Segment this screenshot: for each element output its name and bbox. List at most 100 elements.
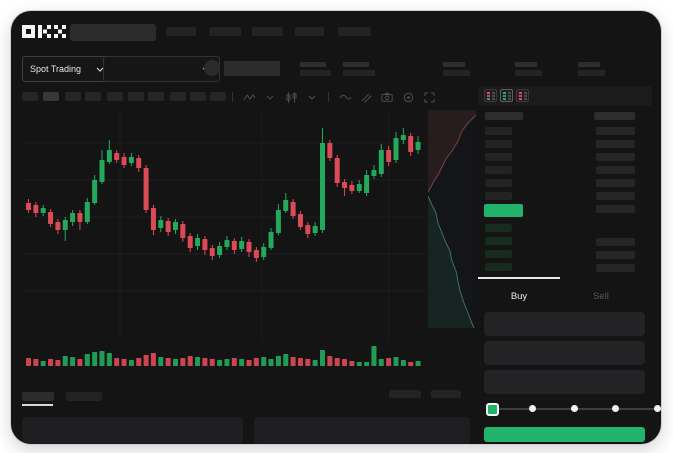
toggle-bar — [507, 98, 511, 100]
orderbook-size-row[interactable] — [596, 166, 635, 174]
depth-chart — [428, 110, 476, 328]
tab-sell[interactable]: Sell — [593, 291, 609, 302]
stat-value-placeholder — [343, 70, 375, 76]
chevron-down-icon[interactable] — [263, 91, 277, 103]
stat-value-placeholder — [578, 70, 605, 76]
last-price-highlight[interactable] — [484, 204, 523, 217]
timeframe-button[interactable] — [170, 92, 186, 101]
search-bar-placeholder[interactable] — [70, 24, 156, 41]
bid-price-row[interactable] — [485, 237, 512, 245]
nav-item-placeholder[interactable] — [338, 27, 371, 36]
bid-price-row[interactable] — [485, 224, 512, 232]
stat-value-placeholder — [300, 70, 331, 76]
orderbook-size-row[interactable] — [596, 153, 635, 161]
depth-panel — [428, 110, 476, 328]
toggle-bar — [507, 95, 511, 97]
stat-label-placeholder — [300, 62, 326, 67]
chevron-down-icon[interactable] — [305, 91, 319, 103]
chart-tools — [230, 91, 436, 103]
okx-logo[interactable] — [22, 25, 66, 38]
orderbook-col-header — [594, 112, 635, 120]
ask-price-row[interactable] — [485, 140, 512, 148]
order-price-field[interactable] — [484, 312, 645, 336]
market-type-selector[interactable]: Spot Trading — [22, 56, 112, 82]
timeframe-button[interactable] — [43, 92, 59, 101]
ask-price-row[interactable] — [485, 127, 512, 135]
toggle-bar — [523, 92, 527, 94]
orderbook-size-row[interactable] — [596, 264, 635, 272]
volume-chart[interactable] — [22, 341, 426, 367]
toggle-bar — [491, 92, 495, 94]
nav-item-placeholder[interactable] — [252, 27, 283, 36]
timeframe-button[interactable] — [148, 92, 164, 101]
active-tab-indicator — [478, 277, 560, 279]
amount-percent-slider[interactable] — [478, 401, 661, 417]
bottom-action-placeholder[interactable] — [431, 390, 461, 398]
bottom-tab-history[interactable] — [66, 392, 102, 401]
orderbook-col-header — [485, 112, 523, 120]
orderbook-size-row[interactable] — [596, 192, 635, 200]
toggle-bar — [518, 98, 522, 100]
app-window: Spot Trading — [11, 11, 661, 444]
timeframe-button[interactable] — [85, 92, 101, 101]
bid-price-row[interactable] — [485, 250, 512, 258]
toggle-bar — [491, 95, 495, 97]
slider-stop[interactable] — [570, 405, 578, 412]
orderbook-size-row[interactable] — [596, 251, 635, 259]
ask-price-row[interactable] — [485, 166, 512, 174]
toggle-bar — [502, 98, 506, 100]
orderbook-size-row[interactable] — [596, 179, 635, 187]
stat-label-placeholder — [515, 62, 537, 67]
ask-price-row[interactable] — [485, 153, 512, 161]
nav-item-placeholder[interactable] — [295, 27, 324, 36]
slider-stop[interactable] — [612, 405, 619, 412]
ask-price-row[interactable] — [485, 179, 512, 187]
orderbook-size-row[interactable] — [596, 238, 635, 246]
timeframe-button[interactable] — [210, 92, 226, 101]
order-total-field[interactable] — [484, 370, 645, 394]
line-wave-icon[interactable] — [338, 91, 352, 103]
orderbook-layout-toggle[interactable] — [500, 89, 513, 102]
candle-style-icon[interactable] — [284, 91, 298, 103]
buy-submit-button[interactable] — [484, 427, 645, 442]
timeframe-button[interactable] — [128, 92, 144, 101]
toggle-bar — [518, 95, 522, 97]
orderbook-size-row[interactable] — [596, 127, 635, 135]
toggle-bar — [486, 95, 490, 97]
bottom-action-placeholder[interactable] — [389, 390, 421, 398]
stat-value-placeholder — [515, 70, 542, 76]
order-amount-field[interactable] — [484, 341, 645, 365]
slider-stop[interactable] — [529, 405, 536, 412]
ask-price-row[interactable] — [485, 192, 512, 200]
orderbook-layout-toggle[interactable] — [484, 89, 497, 102]
candlestick-chart[interactable] — [22, 111, 426, 341]
timeframe-button[interactable] — [107, 92, 123, 101]
toggle-bar — [486, 92, 490, 94]
slider-stop[interactable] — [653, 405, 661, 412]
market-type-label: Spot Trading — [30, 64, 82, 74]
nav-item-placeholder[interactable] — [166, 27, 196, 36]
tab-buy[interactable]: Buy — [510, 291, 528, 302]
slider-handle[interactable] — [486, 403, 499, 416]
bid-price-row[interactable] — [485, 263, 512, 271]
stat-value-placeholder — [443, 70, 470, 76]
camera-icon[interactable] — [380, 91, 394, 103]
timeframe-button[interactable] — [22, 92, 38, 101]
instrument-dropdown[interactable] — [103, 56, 220, 82]
toggle-bar — [491, 98, 495, 100]
chevron-down-icon — [96, 67, 104, 72]
fullscreen-icon[interactable] — [422, 91, 436, 103]
bottom-panel-right — [254, 417, 470, 444]
indicator-zigzag-icon[interactable] — [242, 91, 256, 103]
bottom-tab-orders[interactable] — [22, 392, 54, 401]
timeframe-button[interactable] — [65, 92, 81, 101]
orderbook-layout-toggle[interactable] — [516, 89, 529, 102]
stat-label-placeholder — [578, 62, 600, 67]
nav-item-placeholder[interactable] — [209, 27, 241, 36]
settings-icon[interactable] — [401, 91, 415, 103]
orderbook-size-row[interactable] — [596, 140, 635, 148]
timeframe-button[interactable] — [190, 92, 206, 101]
toolbar-divider — [232, 92, 233, 102]
ruler-icon[interactable] — [359, 91, 373, 103]
orderbook-size-row[interactable] — [596, 205, 635, 213]
